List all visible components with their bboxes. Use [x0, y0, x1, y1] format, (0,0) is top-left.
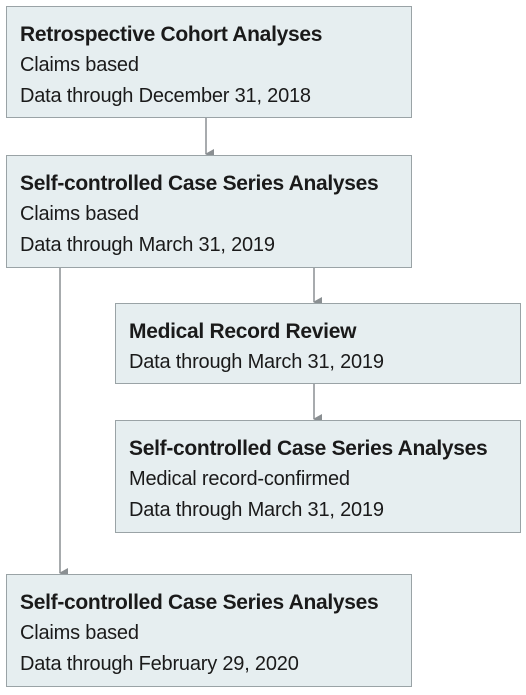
box-sccs-medical-record-confirmed: Self-controlled Case Series Analyses Med…: [115, 420, 521, 533]
box-title: Retrospective Cohort Analyses: [20, 23, 323, 46]
box-line: Data through December 31, 2018: [20, 85, 311, 107]
box-line: Claims based: [20, 622, 139, 644]
box-sccs-claims-2020: Self-controlled Case Series Analyses Cla…: [6, 574, 412, 687]
box-title: Medical Record Review: [129, 320, 357, 343]
box-title: Self-controlled Case Series Analyses: [20, 591, 379, 614]
box-line: Data through March 31, 2019: [129, 499, 384, 521]
box-line: Data through March 31, 2019: [129, 351, 384, 373]
box-title: Self-controlled Case Series Analyses: [129, 437, 488, 460]
box-line: Claims based: [20, 54, 139, 76]
box-line: Claims based: [20, 203, 139, 225]
box-medical-record-review: Medical Record Review Data through March…: [115, 303, 521, 384]
box-title: Self-controlled Case Series Analyses: [20, 172, 379, 195]
box-sccs-claims-2019: Self-controlled Case Series Analyses Cla…: [6, 155, 412, 268]
box-line: Data through March 31, 2019: [20, 234, 275, 256]
box-line: Data through February 29, 2020: [20, 653, 299, 675]
box-retrospective-cohort-analyses: Retrospective Cohort Analyses Claims bas…: [6, 6, 412, 118]
box-line: Medical record-confirmed: [129, 468, 350, 490]
